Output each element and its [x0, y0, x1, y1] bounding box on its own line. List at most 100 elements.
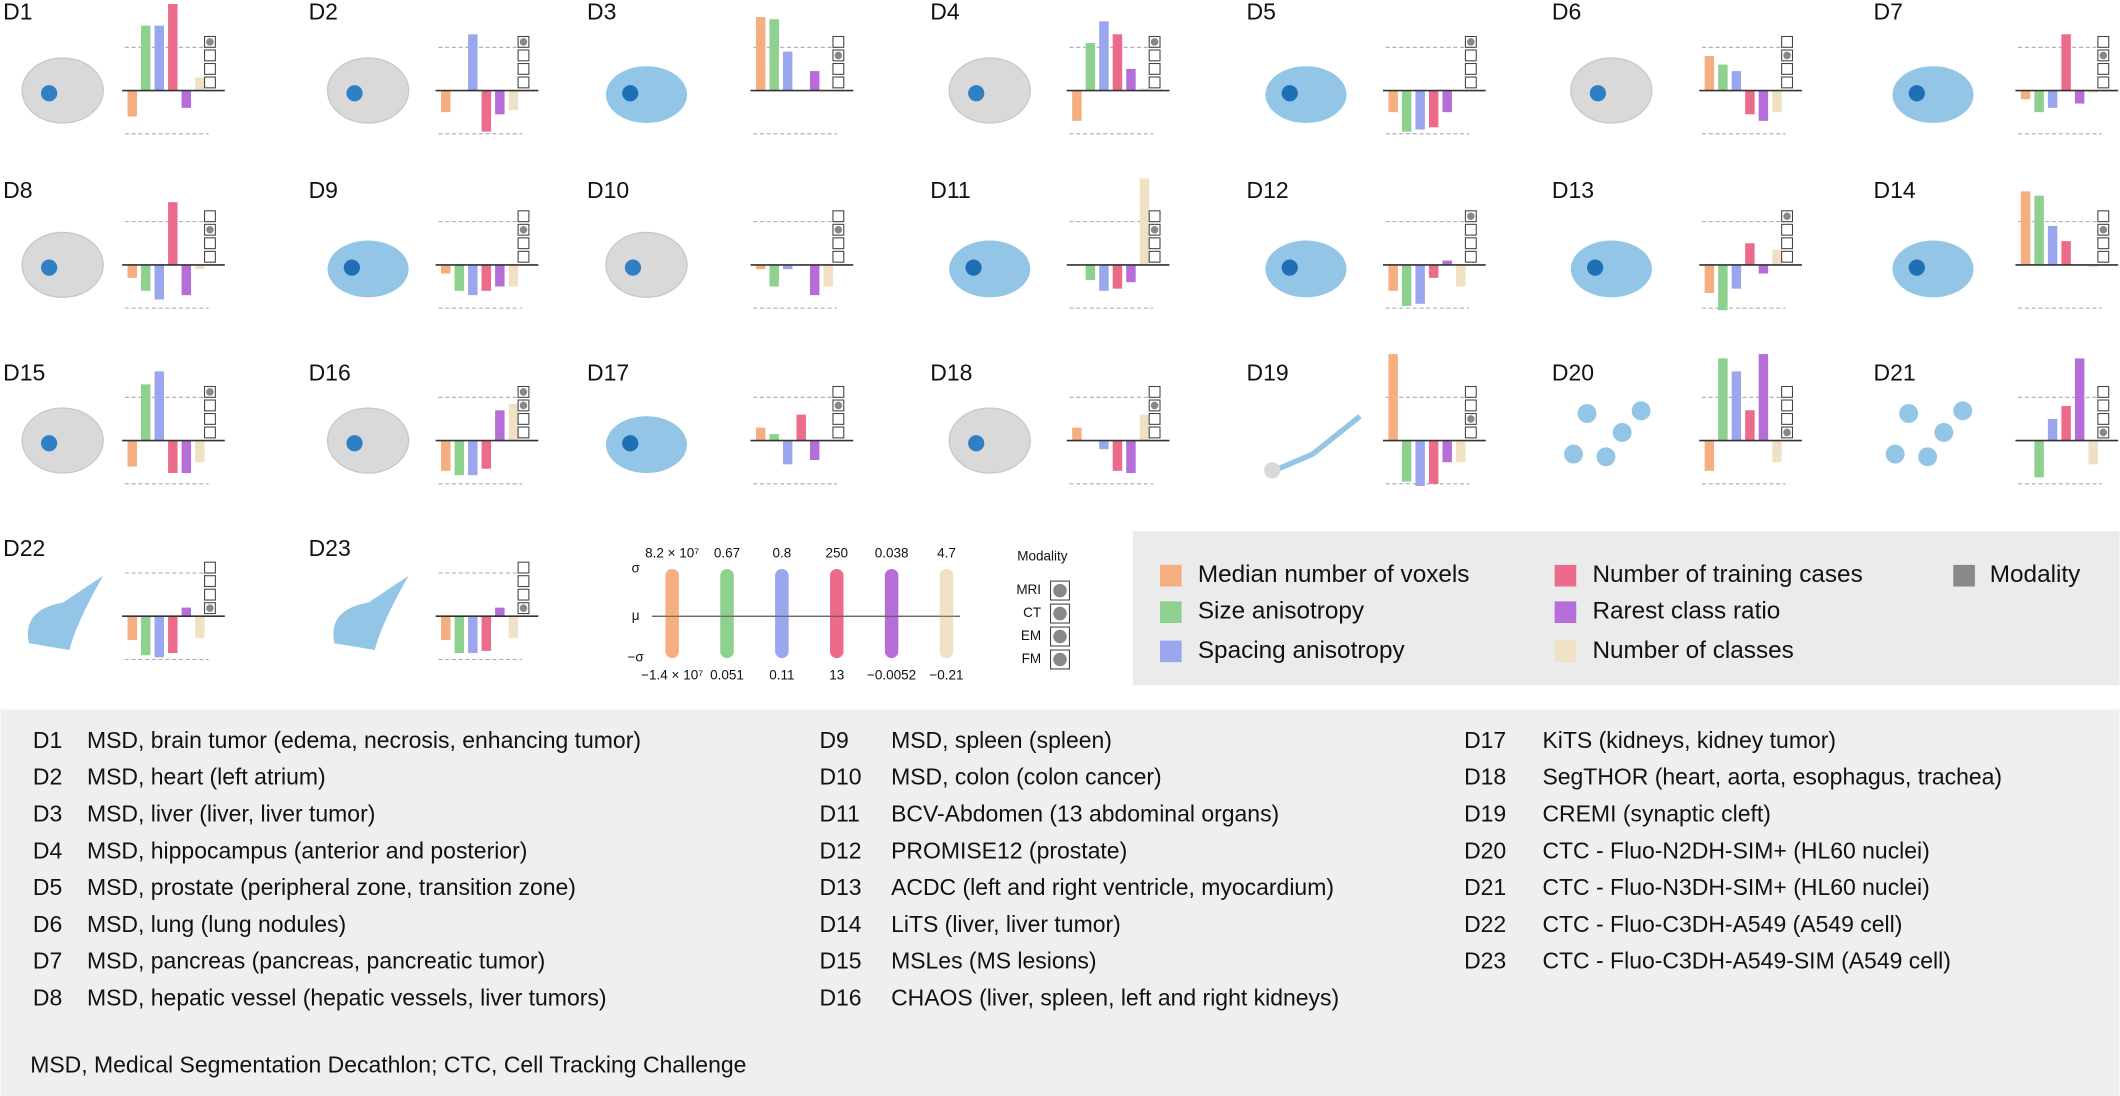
scale-top: 8.2 × 10⁷	[645, 546, 699, 561]
cell-icon	[1885, 444, 1905, 464]
bar	[1718, 358, 1728, 441]
modality-box	[832, 62, 845, 75]
organ-icon-spot	[346, 85, 363, 102]
list-description: CTC - Fluo-N3DH-SIM+ (HL60 nuclei)	[1542, 874, 1929, 900]
dataset-label: D3	[587, 0, 616, 25]
dataset-label: D5	[1246, 0, 1275, 25]
scale-bottom: −0.0052	[867, 667, 916, 682]
list-description: PROMISE12 (prostate)	[891, 837, 1127, 863]
bar	[1745, 243, 1755, 265]
organ-icon-spot	[1908, 259, 1925, 276]
cell-icon	[1918, 447, 1938, 467]
organ-icon-spot	[1589, 85, 1606, 102]
bar	[441, 616, 451, 641]
bar	[127, 440, 137, 467]
sigma-label: μ	[632, 608, 640, 623]
modality-box	[1464, 223, 1477, 236]
legend-swatch	[1160, 640, 1182, 663]
bar	[141, 384, 151, 441]
modality-box	[1148, 426, 1161, 439]
modality-mark	[206, 604, 214, 612]
list-id: D8	[33, 984, 62, 1010]
bar	[181, 90, 192, 108]
modality-box	[832, 250, 845, 263]
modality-box	[2097, 237, 2110, 250]
modality-box	[1148, 49, 1161, 62]
list-description: MSD, lung (lung nodules)	[87, 911, 346, 937]
organ-icon-spot	[41, 435, 58, 452]
bar	[1415, 440, 1425, 486]
list-id: D17	[1464, 727, 1506, 753]
dataset-label: D22	[3, 535, 45, 561]
dataset-label: D9	[309, 177, 338, 203]
bar	[195, 77, 205, 91]
dataset-label: D18	[930, 359, 972, 385]
organ-icon	[326, 407, 410, 474]
legend-label: Rarest class ratio	[1592, 598, 1780, 625]
list-description: CHAOS (liver, spleen, left and right kid…	[891, 984, 1339, 1010]
bar	[441, 264, 451, 274]
modality-mark	[519, 604, 528, 612]
list-id: D11	[819, 801, 859, 827]
bar	[441, 90, 451, 113]
modality-box	[1148, 210, 1161, 223]
bar	[2088, 440, 2098, 465]
scale-pill	[939, 568, 954, 659]
organ-icon-spot	[343, 259, 360, 276]
modality-box	[1464, 237, 1477, 250]
cell-icon	[1631, 401, 1651, 421]
modality-box	[1464, 76, 1477, 89]
scale-top: 4.7	[937, 546, 956, 561]
organ-icon	[1570, 57, 1653, 124]
bar	[1139, 178, 1150, 265]
dataset-label: D1	[3, 0, 32, 25]
list-id: D21	[1464, 874, 1506, 900]
bar	[2034, 195, 2044, 265]
modality-box	[2097, 250, 2110, 263]
bar	[495, 410, 505, 441]
modality-box	[832, 35, 845, 48]
bar	[769, 19, 779, 91]
bar	[495, 90, 505, 115]
cell-icon	[1612, 422, 1632, 442]
bar	[1401, 90, 1412, 132]
modality-box	[517, 412, 530, 425]
bar	[1401, 264, 1412, 306]
modality-box	[2097, 399, 2110, 412]
modality-box	[1781, 237, 1794, 250]
modality-box	[1781, 385, 1794, 398]
bar	[127, 616, 137, 641]
modality-mark	[1467, 415, 1475, 423]
bar	[1704, 264, 1715, 293]
modality-box	[2097, 385, 2110, 398]
modality-box	[204, 250, 216, 263]
list-id: D4	[33, 837, 63, 863]
dataset-label: D16	[309, 359, 351, 385]
modality-box	[1148, 237, 1161, 250]
bar	[1126, 440, 1136, 473]
modality-mark	[1467, 212, 1475, 221]
bar	[141, 264, 151, 291]
modality-box	[1781, 412, 1794, 425]
modality-box	[204, 561, 216, 574]
modality-box	[1781, 76, 1794, 89]
bar	[1758, 90, 1769, 121]
bar	[1718, 264, 1728, 311]
bar	[181, 607, 192, 617]
legend-label: Modality	[1990, 561, 2081, 588]
cell-icon	[1953, 401, 1973, 421]
list-id: D7	[33, 948, 62, 974]
sigma-label: −σ	[628, 650, 645, 665]
bar	[1072, 90, 1082, 121]
modality-mark	[519, 225, 528, 234]
bar	[2034, 90, 2044, 113]
organ-icon	[1570, 240, 1652, 298]
cell-icon	[1564, 444, 1583, 464]
modality-box	[517, 561, 530, 574]
modality-box	[1464, 426, 1477, 439]
list-id: D1	[33, 727, 62, 753]
modality-mark	[206, 38, 214, 46]
bar	[141, 25, 151, 91]
bar	[195, 264, 205, 270]
bar	[495, 264, 505, 287]
